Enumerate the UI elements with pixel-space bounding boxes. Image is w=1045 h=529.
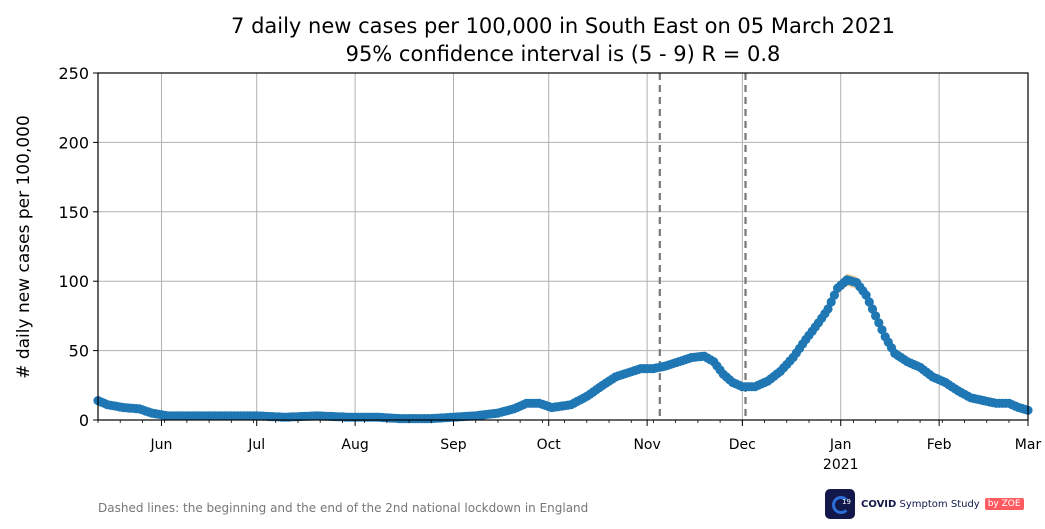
y-tick-label: 50 <box>69 342 89 361</box>
data-point <box>874 318 884 328</box>
x-tick-label: Dec <box>729 437 756 453</box>
x-tick-label: Jan <box>829 437 852 453</box>
data-point <box>877 325 887 335</box>
y-tick-label: 100 <box>58 272 89 291</box>
y-tick-label: 250 <box>58 64 89 83</box>
x-tick-label: Oct <box>537 437 562 453</box>
logo-by: by <box>987 499 999 509</box>
x-tick-label: Mar <box>1015 437 1042 453</box>
chart-title: 7 daily new cases per 100,000 in South E… <box>231 14 895 38</box>
logo-name: Symptom Study <box>899 498 980 510</box>
x-tick-label: Jun <box>150 437 173 453</box>
data-point <box>829 290 840 300</box>
plot-frame <box>97 72 1029 421</box>
data-point <box>867 304 878 314</box>
y-tick-label: 200 <box>58 133 89 152</box>
covid-logo-icon: 19 <box>825 489 855 519</box>
x-tick-label: Nov <box>633 437 660 453</box>
logo-brand: COVID <box>861 498 897 510</box>
x-tick-label: Sep <box>440 437 467 453</box>
logo-partner: ZOE <box>1001 499 1021 509</box>
x-axis-ticks: Jun Jul Aug Sep Oct Nov Dec Jan 2021 Feb Mar <box>97 420 1042 473</box>
y-axis-ticks: 0 50 100 150 200 250 <box>58 64 98 430</box>
footnote: Dashed lines: the beginning and the end … <box>98 501 588 515</box>
x-tick-label: Feb <box>927 437 952 453</box>
x-tick-sublabel: 2021 <box>823 457 859 473</box>
covid-symptom-study-logo: 19 COVID Symptom Study by ZOE <box>825 488 1024 520</box>
zoe-badge: by ZOE <box>984 498 1024 510</box>
y-tick-label: 150 <box>58 203 89 222</box>
grid <box>98 73 1028 420</box>
data-point <box>864 297 874 307</box>
data-point <box>826 297 836 307</box>
lockdown-lines <box>658 73 747 420</box>
y-axis-label: # daily new cases per 100,000 <box>14 115 34 379</box>
logo-text: COVID Symptom Study <box>861 499 980 510</box>
data-point <box>823 304 833 314</box>
series-points <box>93 275 1033 424</box>
x-tick-label: Aug <box>341 437 368 453</box>
data-point <box>861 290 871 300</box>
chart-subtitle: 95% confidence interval is (5 - 9) R = 0… <box>346 42 781 66</box>
logo-icon-text: 19 <box>842 498 851 506</box>
y-tick-label: 0 <box>79 411 89 430</box>
x-tick-label: Jul <box>247 437 265 453</box>
data-point <box>871 311 881 321</box>
